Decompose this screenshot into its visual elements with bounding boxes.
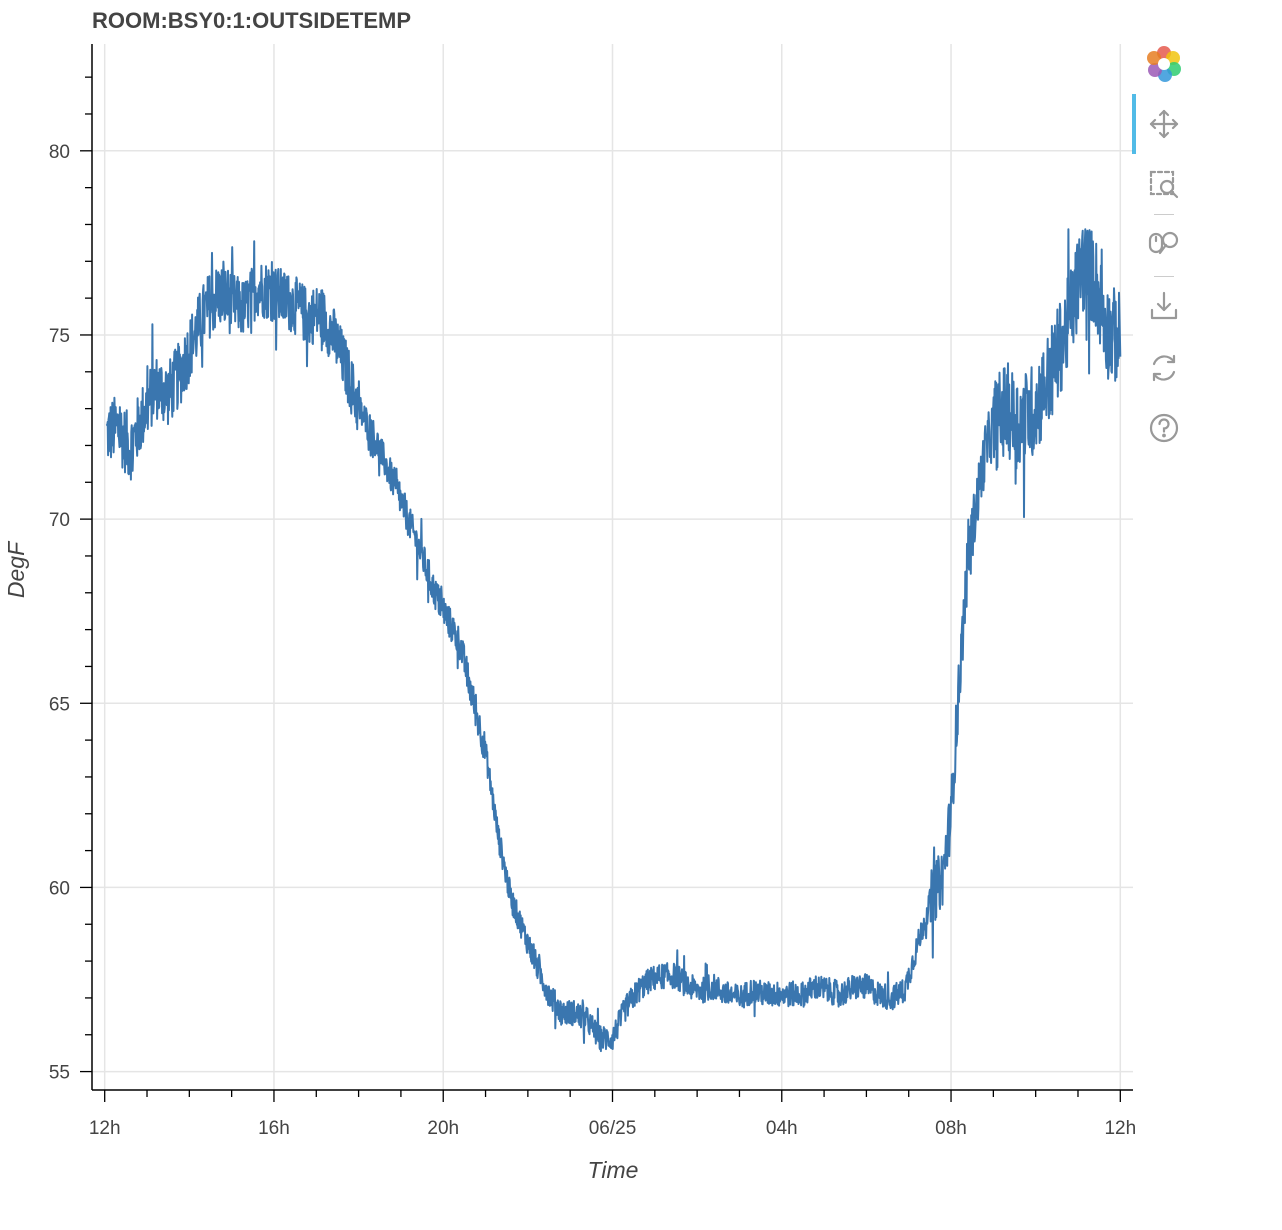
toolbar (1132, 40, 1196, 460)
x-tick-label: 12h (1104, 1118, 1136, 1139)
save-icon[interactable] (1146, 288, 1182, 324)
x-tick-label: 06/25 (589, 1118, 637, 1139)
reset-icon[interactable] (1146, 350, 1182, 386)
x-axis-label: Time (588, 1157, 639, 1183)
x-tick-labels: 12h 16h 20h 06/25 04h 08h 12h (89, 1118, 1136, 1139)
y-axis-label: DegF (3, 540, 29, 598)
bokeh-logo-icon[interactable] (1146, 46, 1182, 82)
y-tick-label: 75 (49, 326, 70, 347)
y-tick-label: 80 (49, 142, 70, 163)
axes (80, 44, 1133, 1102)
y-tick-labels: 55 60 65 70 75 80 (49, 142, 70, 1084)
y-tick-label: 55 (49, 1063, 70, 1084)
y-tick-label: 60 (49, 878, 70, 899)
grid (92, 44, 1133, 1090)
y-tick-label: 70 (49, 510, 70, 531)
x-tick-label: 12h (89, 1118, 121, 1139)
wheel-zoom-icon[interactable] (1146, 226, 1182, 262)
x-tick-label: 04h (766, 1118, 798, 1139)
toolbar-separator (1154, 276, 1174, 277)
toolbar-separator (1154, 214, 1174, 215)
chart-title: ROOM:BSY0:1:OUTSIDETEMP (92, 8, 411, 33)
x-tick-label: 16h (258, 1118, 290, 1139)
x-tick-label: 08h (935, 1118, 967, 1139)
x-tick-label: 20h (427, 1118, 459, 1139)
pan-icon[interactable] (1146, 106, 1182, 142)
y-tick-label: 65 (49, 694, 70, 715)
help-icon[interactable] (1146, 410, 1182, 446)
box-zoom-icon[interactable] (1146, 166, 1182, 202)
active-tool-indicator (1132, 94, 1136, 154)
series-line (105, 228, 1122, 1053)
